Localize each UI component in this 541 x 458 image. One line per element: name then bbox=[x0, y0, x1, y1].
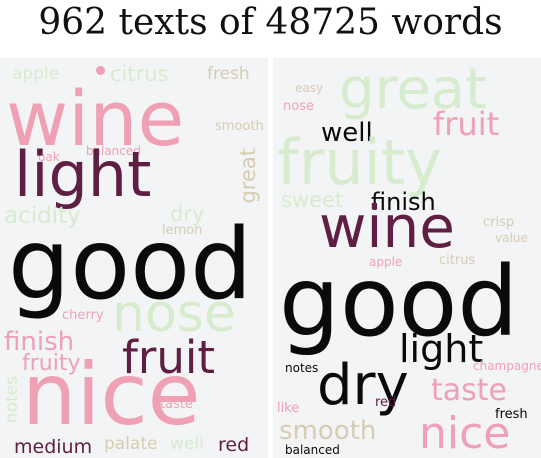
word-acidity: acidity bbox=[4, 203, 81, 229]
word-wine: wine bbox=[6, 74, 185, 163]
word-smooth: smooth bbox=[279, 416, 377, 446]
word-easy: easy bbox=[295, 81, 324, 95]
word-well: well bbox=[170, 434, 204, 454]
word-taste: taste bbox=[431, 373, 507, 408]
word-notes: notes bbox=[2, 376, 22, 424]
word-wine: wine bbox=[319, 193, 455, 261]
word-red: red bbox=[218, 434, 250, 456]
word-champagne: champagne bbox=[473, 359, 541, 373]
word-red: red bbox=[375, 395, 397, 410]
word-fruit: fruit bbox=[122, 331, 216, 384]
word-dry: dry bbox=[317, 353, 409, 418]
word-sweet: sweet bbox=[281, 188, 344, 212]
word-great: great bbox=[339, 58, 488, 122]
page-title: 962 texts of 48725 words bbox=[38, 2, 503, 43]
word-finish: finish bbox=[4, 327, 75, 357]
word-light: light bbox=[14, 138, 152, 211]
word-well: well bbox=[321, 118, 373, 148]
word-like: like bbox=[277, 401, 300, 416]
word-light: light bbox=[399, 327, 484, 371]
word-crisp: crisp bbox=[483, 215, 515, 230]
word-lemon: lemon bbox=[162, 223, 203, 238]
word-finish: finish bbox=[371, 188, 436, 216]
word-dot bbox=[96, 66, 105, 75]
word-fresh: fresh bbox=[495, 407, 528, 422]
word-dry: dry bbox=[170, 202, 205, 226]
word-nose: nose bbox=[283, 99, 314, 114]
word-medium: medium bbox=[14, 436, 93, 458]
word-smooth: smooth bbox=[215, 119, 264, 134]
word-fruity: fruity bbox=[277, 126, 442, 199]
word-fruit: fruit bbox=[433, 105, 500, 143]
word-palate: palate bbox=[104, 434, 158, 454]
word-nice: nice bbox=[22, 345, 201, 445]
word-nose: nose bbox=[112, 284, 236, 344]
word-citrus: citrus bbox=[439, 253, 476, 268]
word-good: good bbox=[8, 208, 253, 322]
word-fresh: fresh bbox=[207, 64, 250, 84]
word-citrus: citrus bbox=[110, 62, 169, 86]
word-fruity: fruity bbox=[22, 351, 81, 376]
word-nice: nice bbox=[419, 408, 511, 458]
word-balanced: balanced bbox=[285, 443, 340, 457]
word-cloud-right: great easy nose fruit well fruity sweet … bbox=[273, 58, 541, 458]
word-apple: apple bbox=[369, 255, 403, 269]
word-value: value bbox=[495, 231, 528, 245]
word-oak: oak bbox=[38, 150, 60, 164]
word-taste: taste bbox=[160, 397, 193, 412]
word-notes: notes bbox=[285, 361, 319, 375]
word-great: great bbox=[236, 148, 260, 204]
word-cherry: cherry bbox=[62, 308, 104, 323]
word-apple: apple bbox=[12, 64, 60, 84]
word-balanced: balanced bbox=[86, 144, 141, 158]
word-good: good bbox=[279, 246, 519, 358]
word-cloud-left: wine apple citrus fresh smooth oak balan… bbox=[0, 58, 268, 458]
